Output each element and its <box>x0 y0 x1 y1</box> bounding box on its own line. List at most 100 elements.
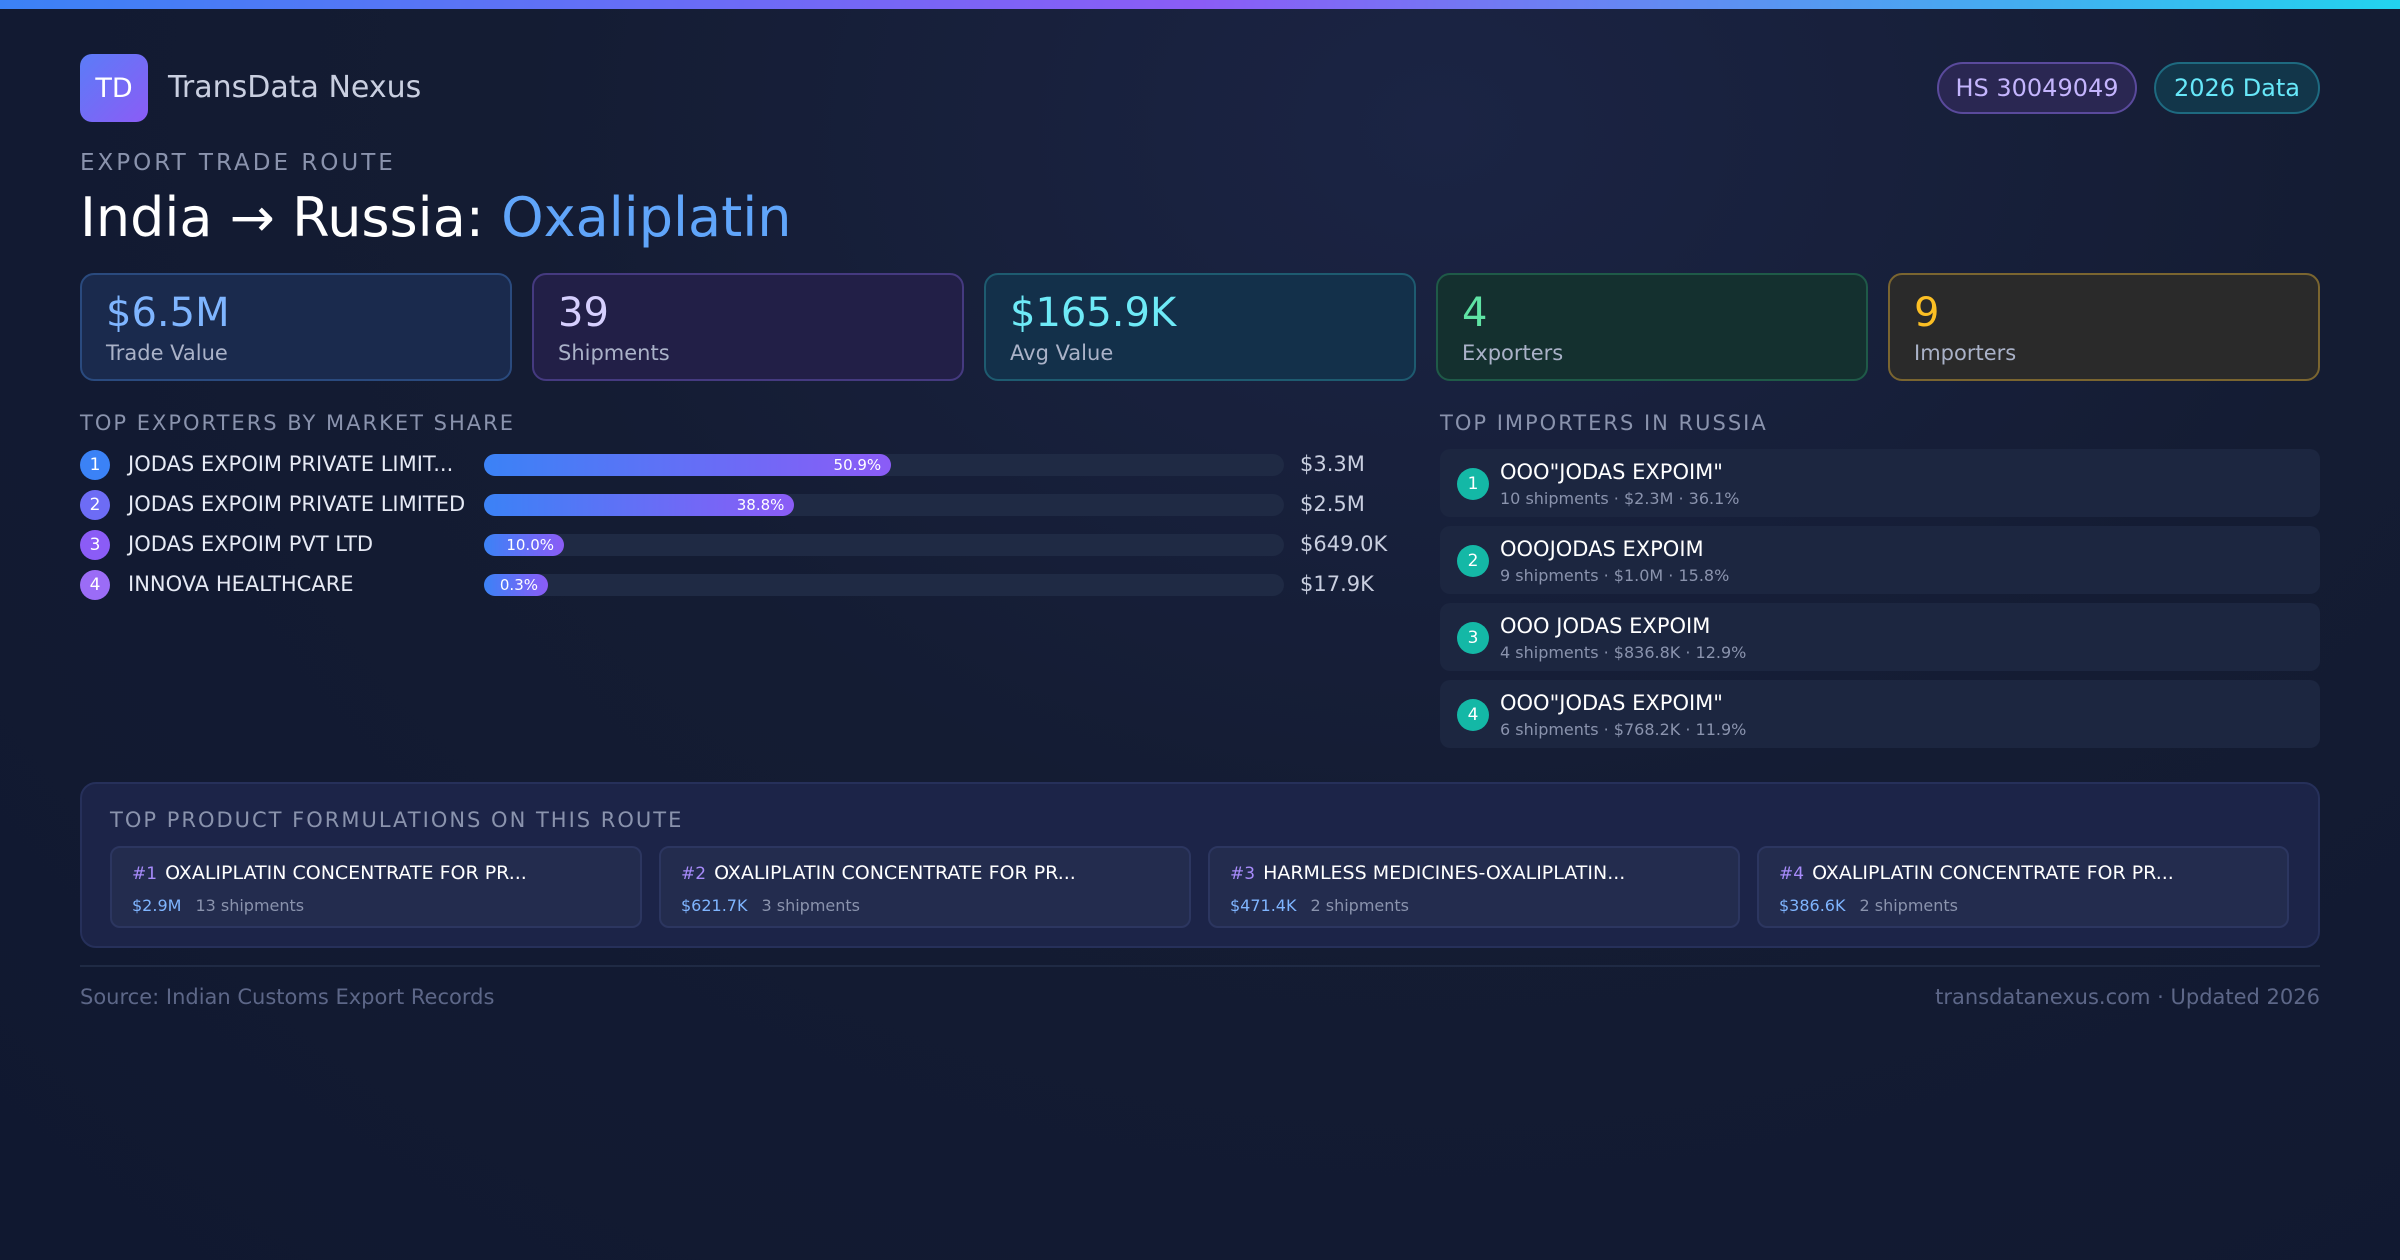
footer-source: Source: Indian Customs Export Records <box>80 985 495 1009</box>
stat-label: Shipments <box>558 341 670 365</box>
stat-label: Trade Value <box>106 341 228 365</box>
formulation-name: OXALIPLATIN CONCENTRATE FOR PR... <box>1812 862 2174 884</box>
formulation-shipments: 13 shipments <box>195 896 305 915</box>
formulation-rank: #1 <box>132 864 158 884</box>
share-bar-fill: 50.9% <box>484 454 892 476</box>
exporter-name: INNOVA HEALTHCARE <box>128 572 354 596</box>
importers-section-title: TOP IMPORTERS IN RUSSIA <box>1440 411 1768 435</box>
share-bar-track: 50.9% <box>484 454 1284 476</box>
stat-label: Exporters <box>1462 341 1564 365</box>
share-bar-track: 38.8% <box>484 494 1284 516</box>
stat-label: Avg Value <box>1010 341 1114 365</box>
importer-name: OOOJODAS EXPOIM <box>1500 537 1704 561</box>
rank-badge: 3 <box>1457 622 1489 654</box>
exporter-row[interactable]: 4 INNOVA HEALTHCARE 0.3% $17.9K <box>80 570 1380 600</box>
share-percent: 38.8% <box>736 496 785 514</box>
formulation-card[interactable]: #1 OXALIPLATIN CONCENTRATE FOR PR... $2.9… <box>110 846 642 928</box>
formulation-shipments: 2 shipments <box>1310 896 1410 915</box>
accent-top-bar <box>0 0 2400 9</box>
footer-site-link[interactable]: transdatanexus.com · Updated 2026 <box>1935 985 2320 1009</box>
exporter-value: $649.0K <box>1300 532 1388 556</box>
formulation-value: $2.9M <box>132 896 182 915</box>
share-percent: 0.3% <box>499 576 538 594</box>
exporter-row[interactable]: 3 JODAS EXPOIM PVT LTD 10.0% $649.0K <box>80 530 1387 560</box>
rank-badge: 2 <box>80 490 110 520</box>
stat-importers: 9 Importers <box>1888 273 2320 381</box>
share-percent: 50.9% <box>833 456 882 474</box>
formulation-card[interactable]: #4 OXALIPLATIN CONCENTRATE FOR PR... $386… <box>1757 846 2289 928</box>
stat-value: 9 <box>1914 290 1940 336</box>
formulations-section-title: TOP PRODUCT FORMULATIONS ON THIS ROUTE <box>110 808 684 832</box>
formulation-meta: $621.7K 3 shipments <box>681 896 860 915</box>
importer-name: OOO JODAS EXPOIM <box>1500 614 1711 638</box>
formulation-rank: #3 <box>1230 864 1256 884</box>
exporter-row[interactable]: 2 JODAS EXPOIM PRIVATE LIMITED 38.8% $2.… <box>80 490 1380 520</box>
exporter-value: $17.9K <box>1300 572 1374 596</box>
share-bar-fill: 0.3% <box>484 574 548 596</box>
importer-name: OOO"JODAS EXPOIM" <box>1500 691 1723 715</box>
formulation-heading: #2 OXALIPLATIN CONCENTRATE FOR PR... <box>681 862 1076 884</box>
formulation-name: OXALIPLATIN CONCENTRATE FOR PR... <box>165 862 527 884</box>
share-percent: 10.0% <box>506 536 554 554</box>
stat-trade-value: $6.5M Trade Value <box>80 273 512 381</box>
stat-label: Importers <box>1914 341 2017 365</box>
importer-card[interactable]: 4 OOO"JODAS EXPOIM" 6 shipments · $768.2… <box>1440 680 2320 748</box>
formulation-heading: #1 OXALIPLATIN CONCENTRATE FOR PR... <box>132 862 527 884</box>
route-eyebrow: EXPORT TRADE ROUTE <box>80 150 396 176</box>
importer-meta: 9 shipments · $1.0M · 15.8% <box>1500 566 1730 585</box>
rank-badge: 2 <box>1457 545 1489 577</box>
exporter-value: $3.3M <box>1300 452 1365 476</box>
importer-card[interactable]: 2 OOOJODAS EXPOIM 9 shipments · $1.0M · … <box>1440 526 2320 594</box>
rank-badge: 4 <box>1457 699 1489 731</box>
exporter-name: JODAS EXPOIM PRIVATE LIMIT... <box>128 452 454 476</box>
share-bar-track: 0.3% <box>484 574 1284 596</box>
share-bar-fill: 38.8% <box>484 494 795 516</box>
stat-avg-value: $165.9K Avg Value <box>984 273 1416 381</box>
stat-value: 39 <box>558 290 609 336</box>
header: TD TransData Nexus HS 30049049 2026 Data <box>80 54 2320 122</box>
share-bar-track: 10.0% <box>484 534 1284 556</box>
rank-badge: 1 <box>80 450 110 480</box>
formulation-card[interactable]: #2 OXALIPLATIN CONCENTRATE FOR PR... $621… <box>659 846 1191 928</box>
rank-badge: 4 <box>80 570 110 600</box>
importer-card[interactable]: 3 OOO JODAS EXPOIM 4 shipments · $836.8K… <box>1440 603 2320 671</box>
brand-name: TransData Nexus <box>168 70 422 105</box>
formulation-rank: #4 <box>1779 864 1805 884</box>
formulations-panel: TOP PRODUCT FORMULATIONS ON THIS ROUTE #… <box>80 782 2320 948</box>
importer-name: OOO"JODAS EXPOIM" <box>1500 460 1723 484</box>
exporters-section-title: TOP EXPORTERS BY MARKET SHARE <box>80 411 516 435</box>
stat-value: $6.5M <box>106 290 230 336</box>
rank-badge: 1 <box>1457 468 1489 500</box>
formulation-rank: #2 <box>681 864 707 884</box>
logo[interactable]: TD <box>80 54 148 122</box>
stat-value: $165.9K <box>1010 290 1177 336</box>
stat-exporters: 4 Exporters <box>1436 273 1868 381</box>
formulation-heading: #3 HARMLESS MEDICINES-OXALIPLATIN... <box>1230 862 1625 884</box>
formulation-shipments: 2 shipments <box>1859 896 1959 915</box>
importer-card[interactable]: 1 OOO"JODAS EXPOIM" 10 shipments · $2.3M… <box>1440 449 2320 517</box>
title-route: India → Russia: <box>80 186 502 249</box>
formulation-meta: $386.6K 2 shipments <box>1779 896 1958 915</box>
formulation-meta: $471.4K 2 shipments <box>1230 896 1409 915</box>
formulation-heading: #4 OXALIPLATIN CONCENTRATE FOR PR... <box>1779 862 2174 884</box>
importer-meta: 6 shipments · $768.2K · 11.9% <box>1500 720 1747 739</box>
formulation-value: $471.4K <box>1230 896 1297 915</box>
stat-value: 4 <box>1462 290 1488 336</box>
formulation-shipments: 3 shipments <box>761 896 861 915</box>
importer-meta: 4 shipments · $836.8K · 12.9% <box>1500 643 1747 662</box>
page-title: India → Russia: Oxaliplatin <box>80 186 791 249</box>
data-year-badge: 2026 Data <box>2154 62 2320 114</box>
hs-code-badge: HS 30049049 <box>1937 62 2137 114</box>
formulation-card[interactable]: #3 HARMLESS MEDICINES-OXALIPLATIN... $471… <box>1208 846 1740 928</box>
formulation-value: $621.7K <box>681 896 748 915</box>
exporter-name: JODAS EXPOIM PRIVATE LIMITED <box>128 492 466 516</box>
formulation-name: HARMLESS MEDICINES-OXALIPLATIN... <box>1263 862 1626 884</box>
exporter-row[interactable]: 1 JODAS EXPOIM PRIVATE LIMIT... 50.9% $3… <box>80 450 1380 480</box>
exporter-name: JODAS EXPOIM PVT LTD <box>128 532 374 556</box>
formulation-value: $386.6K <box>1779 896 1846 915</box>
stat-shipments: 39 Shipments <box>532 273 964 381</box>
share-bar-fill: 10.0% <box>484 534 564 556</box>
formulation-meta: $2.9M 13 shipments <box>132 896 304 915</box>
title-product: Oxaliplatin <box>501 186 792 249</box>
stats-row: $6.5M Trade Value 39 Shipments $165.9K A… <box>80 273 2320 381</box>
